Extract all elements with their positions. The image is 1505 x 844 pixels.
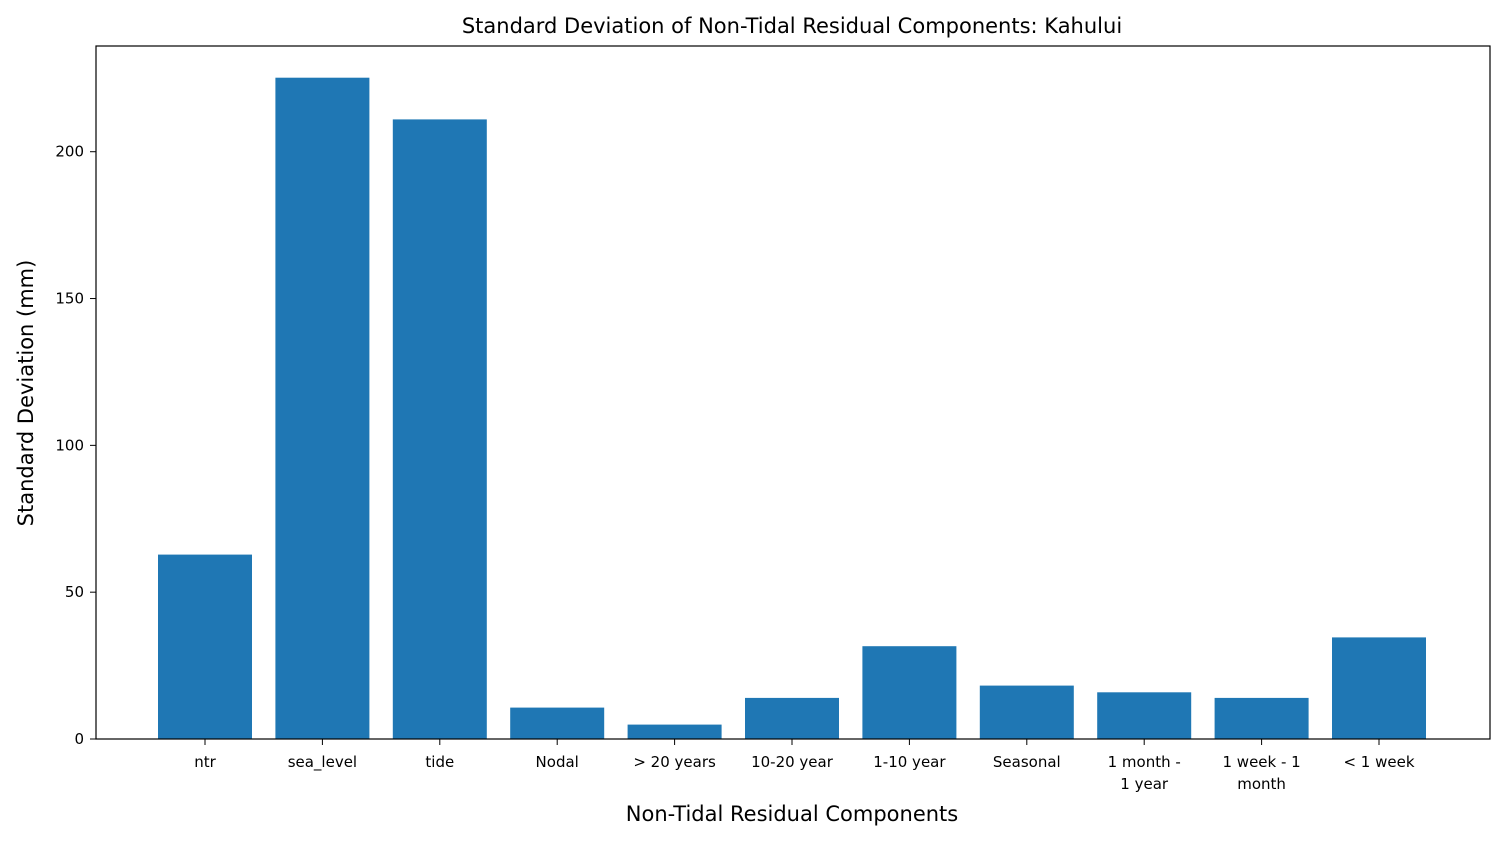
bar-0 [158, 554, 252, 739]
x-tick-label-1: sea_level [288, 753, 357, 772]
x-tick-label-2: tide [425, 753, 454, 771]
bar-10 [1332, 637, 1426, 739]
bar-5 [745, 697, 839, 739]
y-tick-label-0: 0 [74, 730, 84, 748]
bar-9 [1214, 697, 1309, 739]
x-tick-label-6: 1-10 year [873, 753, 946, 771]
x-tick-label-8: 1 month -1 year [1108, 753, 1181, 793]
bar-4 [627, 724, 722, 739]
x-tick-label-7: Seasonal [993, 753, 1061, 771]
chart-title: Standard Deviation of Non-Tidal Residual… [462, 14, 1122, 38]
x-tick-label-5: 10-20 year [751, 753, 834, 771]
bar-8 [1097, 692, 1192, 739]
x-tick-label-10: < 1 week [1343, 753, 1414, 771]
x-axis-label: Non-Tidal Residual Components [626, 802, 958, 826]
bar-7 [979, 685, 1074, 739]
plot-frame [95, 45, 1491, 740]
x-tick-label-9: 1 week - 1 month [1222, 753, 1300, 793]
bar-2 [392, 119, 487, 739]
y-axis-ticks: 0 50 100 150 200 [55, 143, 96, 748]
x-tick-label-3: Nodal [536, 753, 579, 771]
bar-6 [862, 646, 957, 739]
bar-3 [510, 707, 605, 739]
y-tick-label-4: 200 [55, 143, 84, 161]
x-axis-ticks: ntr sea_level tide Nodal > 20 years 10-20 yea… [194, 739, 1415, 793]
x-tick-label-4: > 20 years [633, 753, 716, 771]
bars-group [158, 77, 1426, 739]
y-tick-label-1: 50 [65, 583, 84, 601]
y-tick-label-2: 100 [55, 436, 84, 454]
x-tick-label-0: ntr [194, 753, 216, 771]
y-tick-label-3: 150 [55, 290, 84, 308]
bar-1 [275, 77, 370, 739]
y-axis-label: Standard Deviation (mm) [14, 260, 38, 527]
